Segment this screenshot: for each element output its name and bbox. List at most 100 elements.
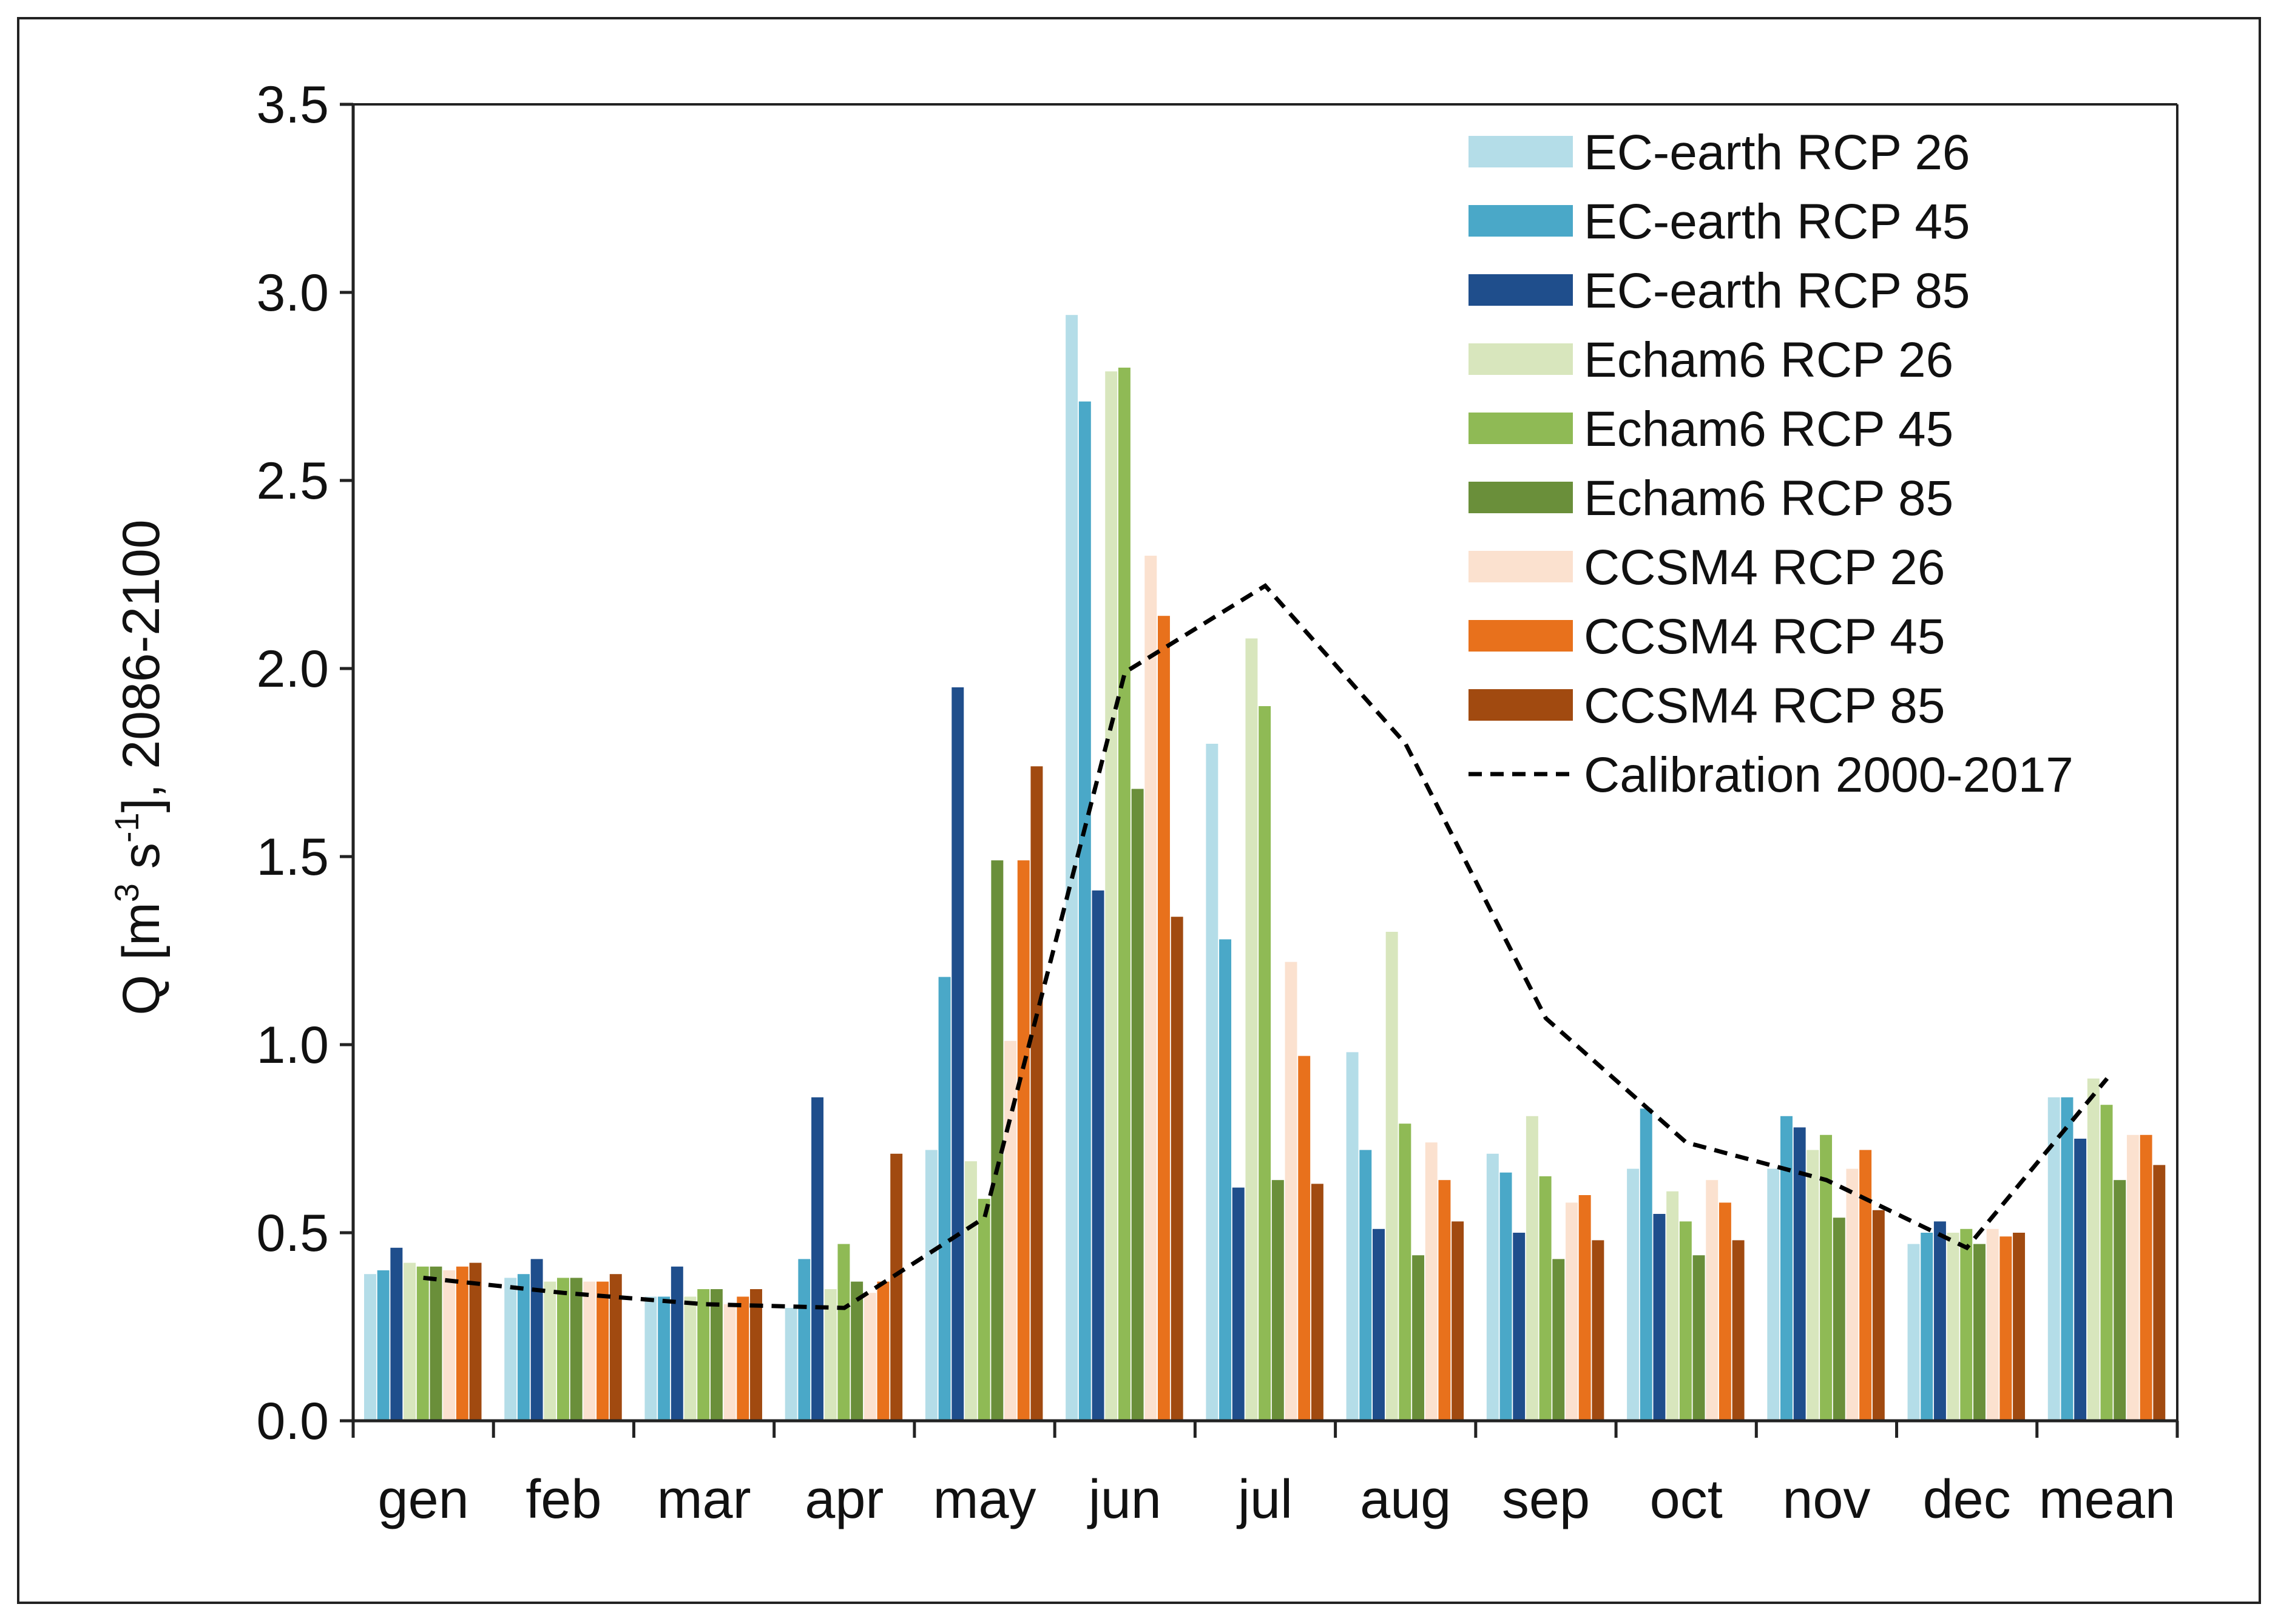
bar-gen-series-2: [377, 1270, 390, 1421]
bar-oct-series-3: [1653, 1214, 1666, 1421]
bar-nov-series-4: [1807, 1150, 1819, 1421]
bar-oct-series-7: [1706, 1180, 1719, 1421]
bar-nov-series-8: [1859, 1150, 1872, 1421]
bar-gen-series-5: [416, 1266, 429, 1421]
legend-swatch-5: [1469, 413, 1573, 444]
x-tick-label-nov: nov: [1782, 1469, 1870, 1530]
x-tick-label-feb: feb: [526, 1469, 601, 1530]
x-tick-label-sep: sep: [1502, 1469, 1590, 1530]
y-tick-label: 2.0: [256, 640, 329, 698]
bars-layer: [364, 315, 2166, 1421]
legend-swatch-1: [1469, 136, 1573, 167]
bar-jul-series-3: [1232, 1187, 1245, 1421]
bar-apr-series-2: [798, 1259, 811, 1421]
bar-mar-series-6: [710, 1289, 723, 1421]
legend-swatch-7: [1469, 551, 1573, 582]
bar-apr-series-9: [890, 1153, 903, 1421]
x-tick-label-aug: aug: [1360, 1469, 1451, 1530]
bar-dec-series-7: [1986, 1228, 1999, 1421]
legend-label-6: Echam6 RCP 85: [1584, 471, 1953, 526]
bar-may-series-7: [1004, 1040, 1017, 1421]
bar-aug-series-3: [1373, 1228, 1385, 1421]
bar-dec-series-4: [1947, 1233, 1959, 1421]
bar-jun-series-4: [1105, 371, 1118, 1421]
bar-aug-series-4: [1385, 932, 1398, 1421]
bar-aug-series-5: [1399, 1124, 1411, 1421]
bar-apr-series-6: [851, 1281, 864, 1421]
bar-sep-series-8: [1578, 1195, 1591, 1421]
legend-swatch-6: [1469, 482, 1573, 513]
bar-sep-series-6: [1552, 1259, 1565, 1421]
bar-aug-series-2: [1359, 1150, 1372, 1421]
bar-dec-series-1: [1907, 1244, 1920, 1421]
bar-jun-series-8: [1158, 616, 1170, 1421]
bar-mean-series-8: [2140, 1134, 2152, 1421]
bar-jul-series-6: [1271, 1180, 1284, 1421]
bar-nov-series-7: [1846, 1168, 1859, 1421]
bar-gen-series-8: [456, 1266, 468, 1421]
bar-dec-series-3: [1933, 1221, 1946, 1421]
bar-feb-series-8: [597, 1281, 609, 1421]
bar-jul-series-1: [1206, 744, 1218, 1421]
legend-swatch-9: [1469, 689, 1573, 721]
bar-jul-series-7: [1285, 962, 1297, 1421]
bar-may-series-4: [965, 1161, 977, 1421]
x-tick-label-apr: apr: [805, 1469, 884, 1530]
bar-feb-series-9: [609, 1274, 622, 1421]
bar-apr-series-1: [785, 1308, 797, 1421]
bar-oct-series-6: [1692, 1255, 1705, 1421]
bar-jun-series-1: [1066, 315, 1078, 1421]
bar-gen-series-3: [390, 1247, 403, 1421]
bar-mar-series-5: [697, 1289, 710, 1421]
bar-aug-series-9: [1452, 1221, 1464, 1421]
bar-gen-series-7: [443, 1270, 456, 1421]
y-tick-label: 0.0: [256, 1392, 329, 1450]
bar-sep-series-7: [1566, 1202, 1578, 1421]
bar-feb-series-2: [517, 1274, 530, 1421]
bar-jun-series-6: [1131, 789, 1144, 1421]
bar-dec-series-9: [2013, 1233, 2026, 1421]
legend-swatch-2: [1469, 205, 1573, 237]
legend-label-1: EC-earth RCP 26: [1584, 125, 1970, 180]
bar-feb-series-3: [530, 1259, 543, 1421]
bar-may-series-5: [978, 1199, 990, 1421]
bar-may-series-6: [991, 860, 1004, 1421]
bar-mar-series-3: [671, 1266, 683, 1421]
bar-mar-series-9: [750, 1289, 762, 1421]
bar-may-series-8: [1017, 860, 1030, 1421]
bar-aug-series-1: [1346, 1052, 1359, 1421]
bar-aug-series-8: [1438, 1180, 1451, 1421]
bar-jun-series-2: [1078, 401, 1091, 1421]
legend-label-2: EC-earth RCP 45: [1584, 194, 1970, 249]
bar-mar-series-1: [644, 1296, 657, 1421]
bar-mar-series-4: [684, 1296, 697, 1421]
bar-gen-series-4: [404, 1262, 416, 1421]
legend-label-8: CCSM4 RCP 45: [1584, 609, 1945, 664]
bar-nov-series-2: [1780, 1116, 1793, 1421]
calibration-line-layer: [423, 583, 2109, 1310]
bar-nov-series-5: [1820, 1134, 1833, 1421]
bar-dec-series-8: [1999, 1236, 2012, 1421]
bar-feb-series-6: [570, 1278, 583, 1421]
y-tick-label: 1.0: [256, 1016, 329, 1074]
bar-mean-series-7: [2126, 1134, 2139, 1421]
calibration-line: [423, 583, 2109, 1310]
y-tick-label: 3.0: [256, 264, 329, 322]
bar-mar-series-7: [723, 1304, 736, 1421]
bar-jun-series-3: [1092, 890, 1104, 1421]
bar-sep-series-5: [1539, 1176, 1552, 1421]
bar-nov-series-3: [1793, 1127, 1806, 1421]
bar-mean-series-5: [2100, 1105, 2113, 1421]
bar-mar-series-8: [737, 1296, 749, 1421]
bar-apr-series-4: [824, 1289, 837, 1421]
legend-label-7: CCSM4 RCP 26: [1584, 540, 1945, 595]
x-tick-label-jun: jun: [1087, 1469, 1161, 1530]
bar-apr-series-5: [837, 1244, 850, 1421]
bar-dec-series-6: [1973, 1244, 1986, 1421]
y-tick-label: 0.5: [256, 1204, 329, 1262]
bar-nov-series-1: [1767, 1168, 1780, 1421]
bar-sep-series-1: [1486, 1153, 1499, 1421]
